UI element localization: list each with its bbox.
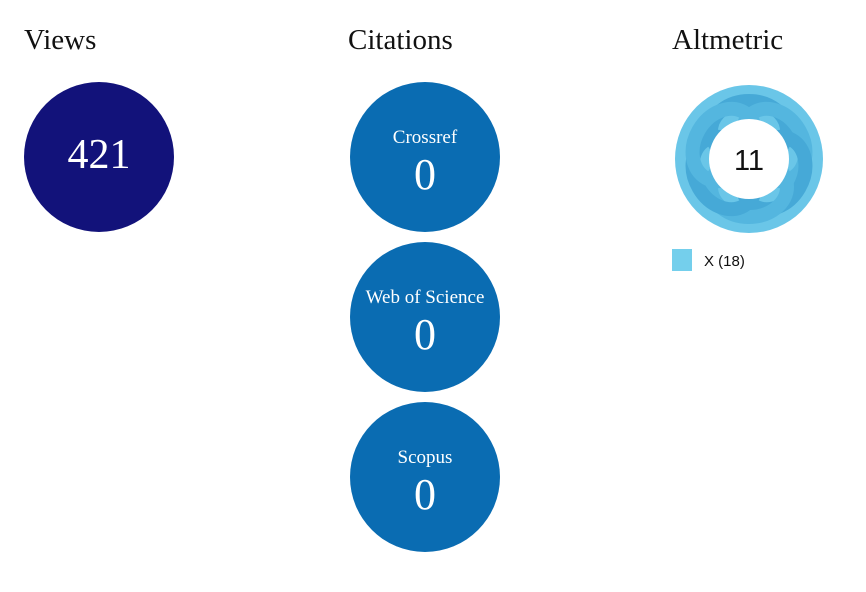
citation-value: 0 bbox=[414, 470, 436, 519]
donut-hole bbox=[709, 119, 789, 199]
legend-swatch bbox=[672, 249, 692, 271]
citation-label: Scopus bbox=[398, 447, 453, 468]
citation-value: 0 bbox=[414, 310, 436, 359]
citation-label: Web of Science bbox=[366, 287, 485, 308]
citations-title: Citations bbox=[348, 24, 453, 56]
citation-circle bbox=[350, 242, 500, 392]
altmetric-donut[interactable]: 11 bbox=[675, 85, 823, 233]
views-circle bbox=[24, 82, 174, 232]
altmetric-title: Altmetric bbox=[672, 24, 783, 56]
views-title: Views bbox=[24, 24, 96, 56]
citation-circle bbox=[350, 82, 500, 232]
citation-label: Crossref bbox=[393, 127, 458, 148]
citation-circle bbox=[350, 402, 500, 552]
altmetric-score: 11 bbox=[734, 145, 764, 177]
citation-value: 0 bbox=[414, 150, 436, 199]
legend-label: X (18) bbox=[704, 253, 745, 270]
views-value: 421 bbox=[68, 132, 131, 178]
